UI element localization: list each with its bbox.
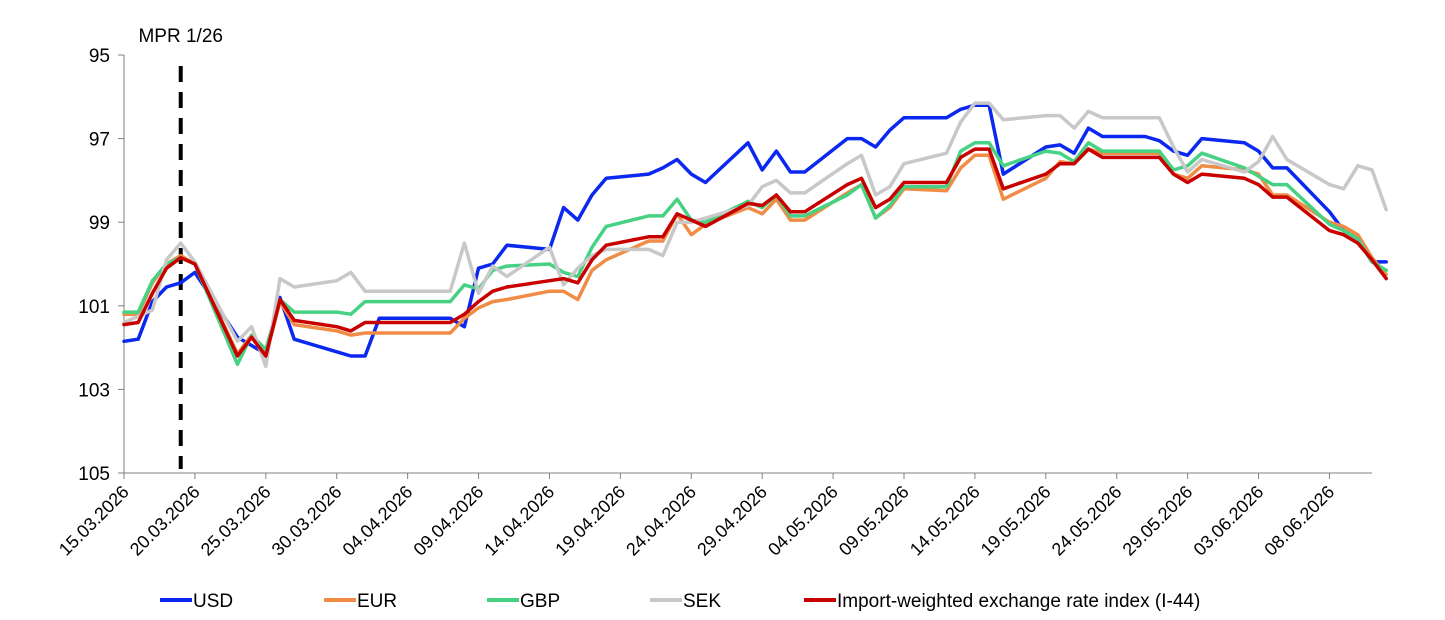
x-tick-label: 24.04.2026 bbox=[622, 482, 700, 560]
y-tick-label: 99 bbox=[89, 213, 110, 234]
series-line-0 bbox=[122, 103, 1388, 358]
x-tick-label: 15.03.2026 bbox=[55, 482, 133, 560]
mpr-marker-label: MPR 1/26 bbox=[138, 26, 222, 47]
legend-label-0: USD bbox=[193, 591, 233, 612]
y-tick-label: 95 bbox=[89, 46, 110, 67]
x-tick-label: 25.03.2026 bbox=[197, 482, 275, 560]
x-tick-label: 24.05.2026 bbox=[1048, 482, 1126, 560]
y-tick-label: 105 bbox=[78, 464, 110, 485]
y-tick-label: 103 bbox=[78, 380, 110, 401]
series-line-3 bbox=[122, 101, 1388, 369]
y-tick-label: 97 bbox=[89, 130, 110, 151]
x-tick-label: 30.03.2026 bbox=[268, 482, 346, 560]
x-tick-label: 03.06.2026 bbox=[1190, 482, 1268, 560]
axes bbox=[118, 54, 1372, 479]
annotations: MPR 1/26 bbox=[138, 26, 223, 469]
x-tick-label: 19.05.2026 bbox=[977, 482, 1055, 560]
series-lines bbox=[122, 101, 1388, 369]
legend: USD EUR GBP SEK Import-weighted exchange rat… bbox=[160, 591, 1200, 612]
legend-label-3: SEK bbox=[683, 591, 721, 612]
x-tick-label: 19.04.2026 bbox=[551, 482, 629, 560]
x-tick-label: 20.03.2026 bbox=[126, 482, 204, 560]
series-line-4 bbox=[122, 147, 1388, 358]
x-tick-label: 29.04.2026 bbox=[693, 482, 771, 560]
x-tick-label: 04.04.2026 bbox=[339, 482, 417, 560]
legend-label-2: GBP bbox=[520, 591, 560, 612]
legend-label-1: EUR bbox=[357, 591, 397, 612]
x-tick-label: 29.05.2026 bbox=[1119, 482, 1197, 560]
x-tick-label: 08.06.2026 bbox=[1260, 482, 1338, 560]
y-tick-label: 101 bbox=[78, 297, 110, 318]
x-tick-label: 04.05.2026 bbox=[764, 482, 842, 560]
series-line-2 bbox=[122, 141, 1388, 367]
x-tick-labels: 15.03.202620.03.202625.03.202630.03.2026… bbox=[55, 482, 1338, 560]
y-tick-labels: 95 97 99 101 103 105 bbox=[78, 46, 110, 485]
x-tick-label: 09.04.2026 bbox=[410, 482, 488, 560]
x-tick-label: 09.05.2026 bbox=[835, 482, 913, 560]
x-tick-label: 14.05.2026 bbox=[906, 482, 984, 560]
x-tick-label: 14.04.2026 bbox=[480, 482, 558, 560]
legend-label-4: Import-weighted exchange rate index (I-4… bbox=[837, 591, 1200, 612]
